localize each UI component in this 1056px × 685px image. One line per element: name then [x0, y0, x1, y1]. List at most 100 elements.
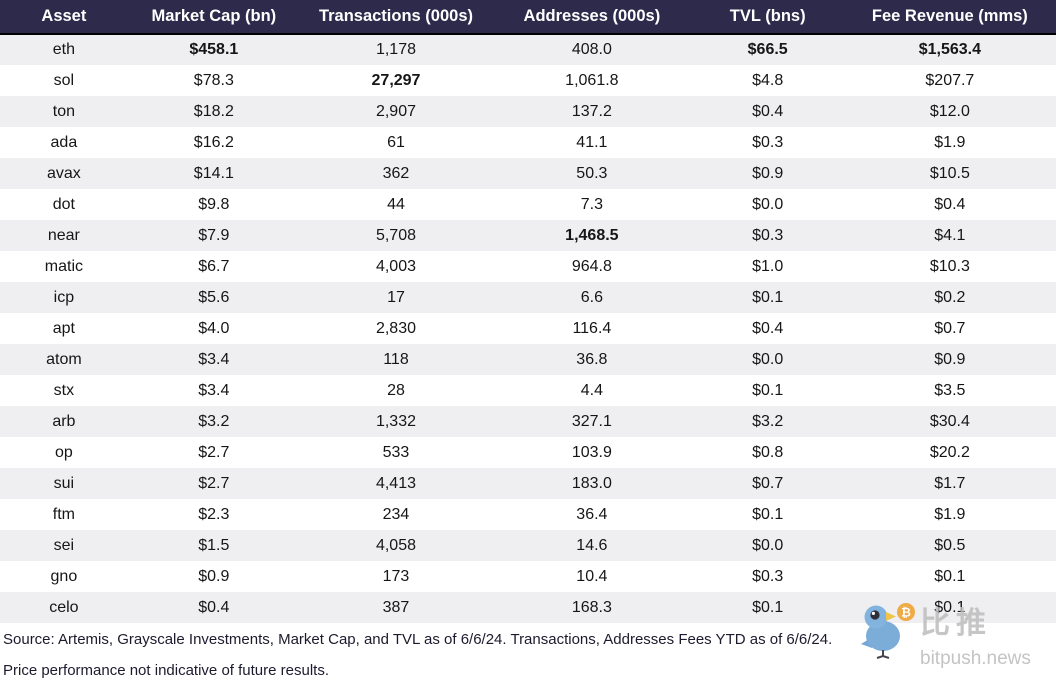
table-row: sol $78.3 27,297 1,061.8 $4.8 $207.7: [0, 65, 1056, 96]
cell-fee-revenue: $10.3: [929, 257, 970, 275]
cell-tvl: $0.7: [752, 474, 784, 492]
cell-market-cap: $18.2: [193, 102, 234, 120]
cell-asset: dot: [52, 195, 75, 213]
cell-transactions: 17: [387, 288, 405, 306]
cell-tvl: $0.9: [752, 164, 784, 182]
cell-asset: gno: [50, 567, 78, 585]
table-row: ton $18.2 2,907 137.2 $0.4 $12.0: [0, 96, 1056, 127]
table-body: eth $458.1 1,178 408.0 $66.5 $1,563.4 sol $78.3…: [0, 34, 1056, 623]
cell-transactions: 1,332: [375, 412, 416, 430]
table-row: near $7.9 5,708 1,468.5 $0.3 $4.1: [0, 220, 1056, 251]
cell-fee-revenue: $12.0: [929, 102, 970, 120]
cell-addresses: 1,468.5: [565, 226, 619, 244]
table-row: apt $4.0 2,830 116.4 $0.4 $0.7: [0, 313, 1056, 344]
column-header-transactions: Transactions (000s): [299, 0, 493, 35]
cell-fee-revenue: $0.4: [934, 195, 966, 213]
cell-transactions: 5,708: [375, 226, 416, 244]
cell-tvl: $0.1: [752, 288, 784, 306]
cell-tvl: $0.3: [752, 567, 784, 585]
table-row: ada $16.2 61 41.1 $0.3 $1.9: [0, 127, 1056, 158]
cell-asset: ftm: [52, 505, 75, 523]
cell-fee-revenue: $1.9: [934, 133, 966, 151]
cell-addresses: 1,061.8: [565, 71, 619, 89]
cell-transactions: 4,003: [375, 257, 416, 275]
cell-tvl: $3.2: [752, 412, 784, 430]
table-row: atom $3.4 118 36.8 $0.0 $0.9: [0, 344, 1056, 375]
cell-tvl: $0.0: [752, 536, 784, 554]
cell-fee-revenue: $207.7: [925, 71, 975, 89]
cell-addresses: 14.6: [576, 536, 608, 554]
cell-tvl: $0.4: [752, 102, 784, 120]
cell-tvl: $0.0: [752, 350, 784, 368]
cell-fee-revenue: $0.2: [934, 288, 966, 306]
cell-addresses: 964.8: [571, 257, 612, 275]
cell-asset: apt: [52, 319, 75, 337]
cell-asset: avax: [46, 164, 81, 182]
cell-asset: sei: [53, 536, 75, 554]
table-row: matic $6.7 4,003 964.8 $1.0 $10.3: [0, 251, 1056, 282]
cell-market-cap: $3.4: [198, 381, 230, 399]
cell-fee-revenue: $4.1: [934, 226, 966, 244]
cell-fee-revenue: $10.5: [929, 164, 970, 182]
column-header-fee-revenue: Fee Revenue (mms): [843, 0, 1056, 35]
cell-asset: ada: [50, 133, 78, 151]
table-header-row: Asset Market Cap (bn) Transactions (000s…: [0, 0, 1056, 35]
cell-addresses: 408.0: [571, 41, 612, 58]
cell-tvl: $0.1: [752, 505, 784, 523]
cell-fee-revenue: $0.7: [934, 319, 966, 337]
cell-asset: eth: [52, 41, 75, 58]
column-header-market-cap: Market Cap (bn): [127, 0, 300, 35]
cell-transactions: 44: [387, 195, 405, 213]
cell-market-cap: $4.0: [198, 319, 230, 337]
cell-addresses: 183.0: [571, 474, 612, 492]
cell-asset: op: [54, 443, 73, 461]
cell-market-cap: $5.6: [198, 288, 230, 306]
cell-tvl: $0.0: [752, 195, 784, 213]
cell-asset: sol: [53, 71, 75, 89]
cell-asset: sui: [53, 474, 75, 492]
cell-market-cap: $9.8: [198, 195, 230, 213]
cell-addresses: 36.8: [576, 350, 608, 368]
cell-fee-revenue: $20.2: [929, 443, 970, 461]
footnotes: Source: Artemis, Grayscale Investments, …: [0, 623, 1056, 681]
cell-fee-revenue: $1.9: [934, 505, 966, 523]
cell-transactions: 533: [382, 443, 410, 461]
table-header: Asset Market Cap (bn) Transactions (000s…: [0, 0, 1056, 35]
table-row: dot $9.8 44 7.3 $0.0 $0.4: [0, 189, 1056, 220]
cell-market-cap: $14.1: [193, 164, 234, 182]
cell-transactions: 2,830: [375, 319, 416, 337]
cell-transactions: 387: [382, 598, 410, 616]
cell-fee-revenue: $30.4: [929, 412, 970, 430]
cell-market-cap: $6.7: [198, 257, 230, 275]
cell-transactions: 4,058: [375, 536, 416, 554]
cell-market-cap: $2.7: [198, 474, 230, 492]
source-note: Source: Artemis, Grayscale Investments, …: [3, 631, 833, 648]
cell-transactions: 4,413: [375, 474, 416, 492]
cell-addresses: 50.3: [576, 164, 608, 182]
cell-addresses: 41.1: [576, 133, 608, 151]
cell-market-cap: $78.3: [193, 71, 234, 89]
cell-market-cap: $2.3: [198, 505, 230, 523]
cell-transactions: 2,907: [375, 102, 416, 120]
cell-asset: icp: [53, 288, 75, 306]
column-header-tvl: TVL (bns): [691, 0, 844, 35]
table-row: sui $2.7 4,413 183.0 $0.7 $1.7: [0, 468, 1056, 499]
cell-addresses: 10.4: [576, 567, 608, 585]
table-row: celo $0.4 387 168.3 $0.1 $0.1: [0, 592, 1056, 623]
cell-asset: stx: [53, 381, 75, 399]
cell-asset: ton: [52, 102, 75, 120]
cell-addresses: 168.3: [571, 598, 612, 616]
cell-tvl: $0.1: [752, 381, 784, 399]
cell-fee-revenue: $3.5: [934, 381, 966, 399]
table-row: eth $458.1 1,178 408.0 $66.5 $1,563.4: [0, 34, 1056, 65]
cell-asset: celo: [49, 598, 79, 616]
cell-tvl: $0.1: [752, 598, 784, 616]
table-row: op $2.7 533 103.9 $0.8 $20.2: [0, 437, 1056, 468]
cell-addresses: 7.3: [580, 195, 603, 213]
cell-tvl: $0.3: [752, 226, 784, 244]
cell-tvl: $0.8: [752, 443, 784, 461]
table-row: icp $5.6 17 6.6 $0.1 $0.2: [0, 282, 1056, 313]
cell-tvl: $4.8: [752, 71, 784, 89]
cell-market-cap: $1.5: [198, 536, 230, 554]
cell-tvl: $0.4: [752, 319, 784, 337]
